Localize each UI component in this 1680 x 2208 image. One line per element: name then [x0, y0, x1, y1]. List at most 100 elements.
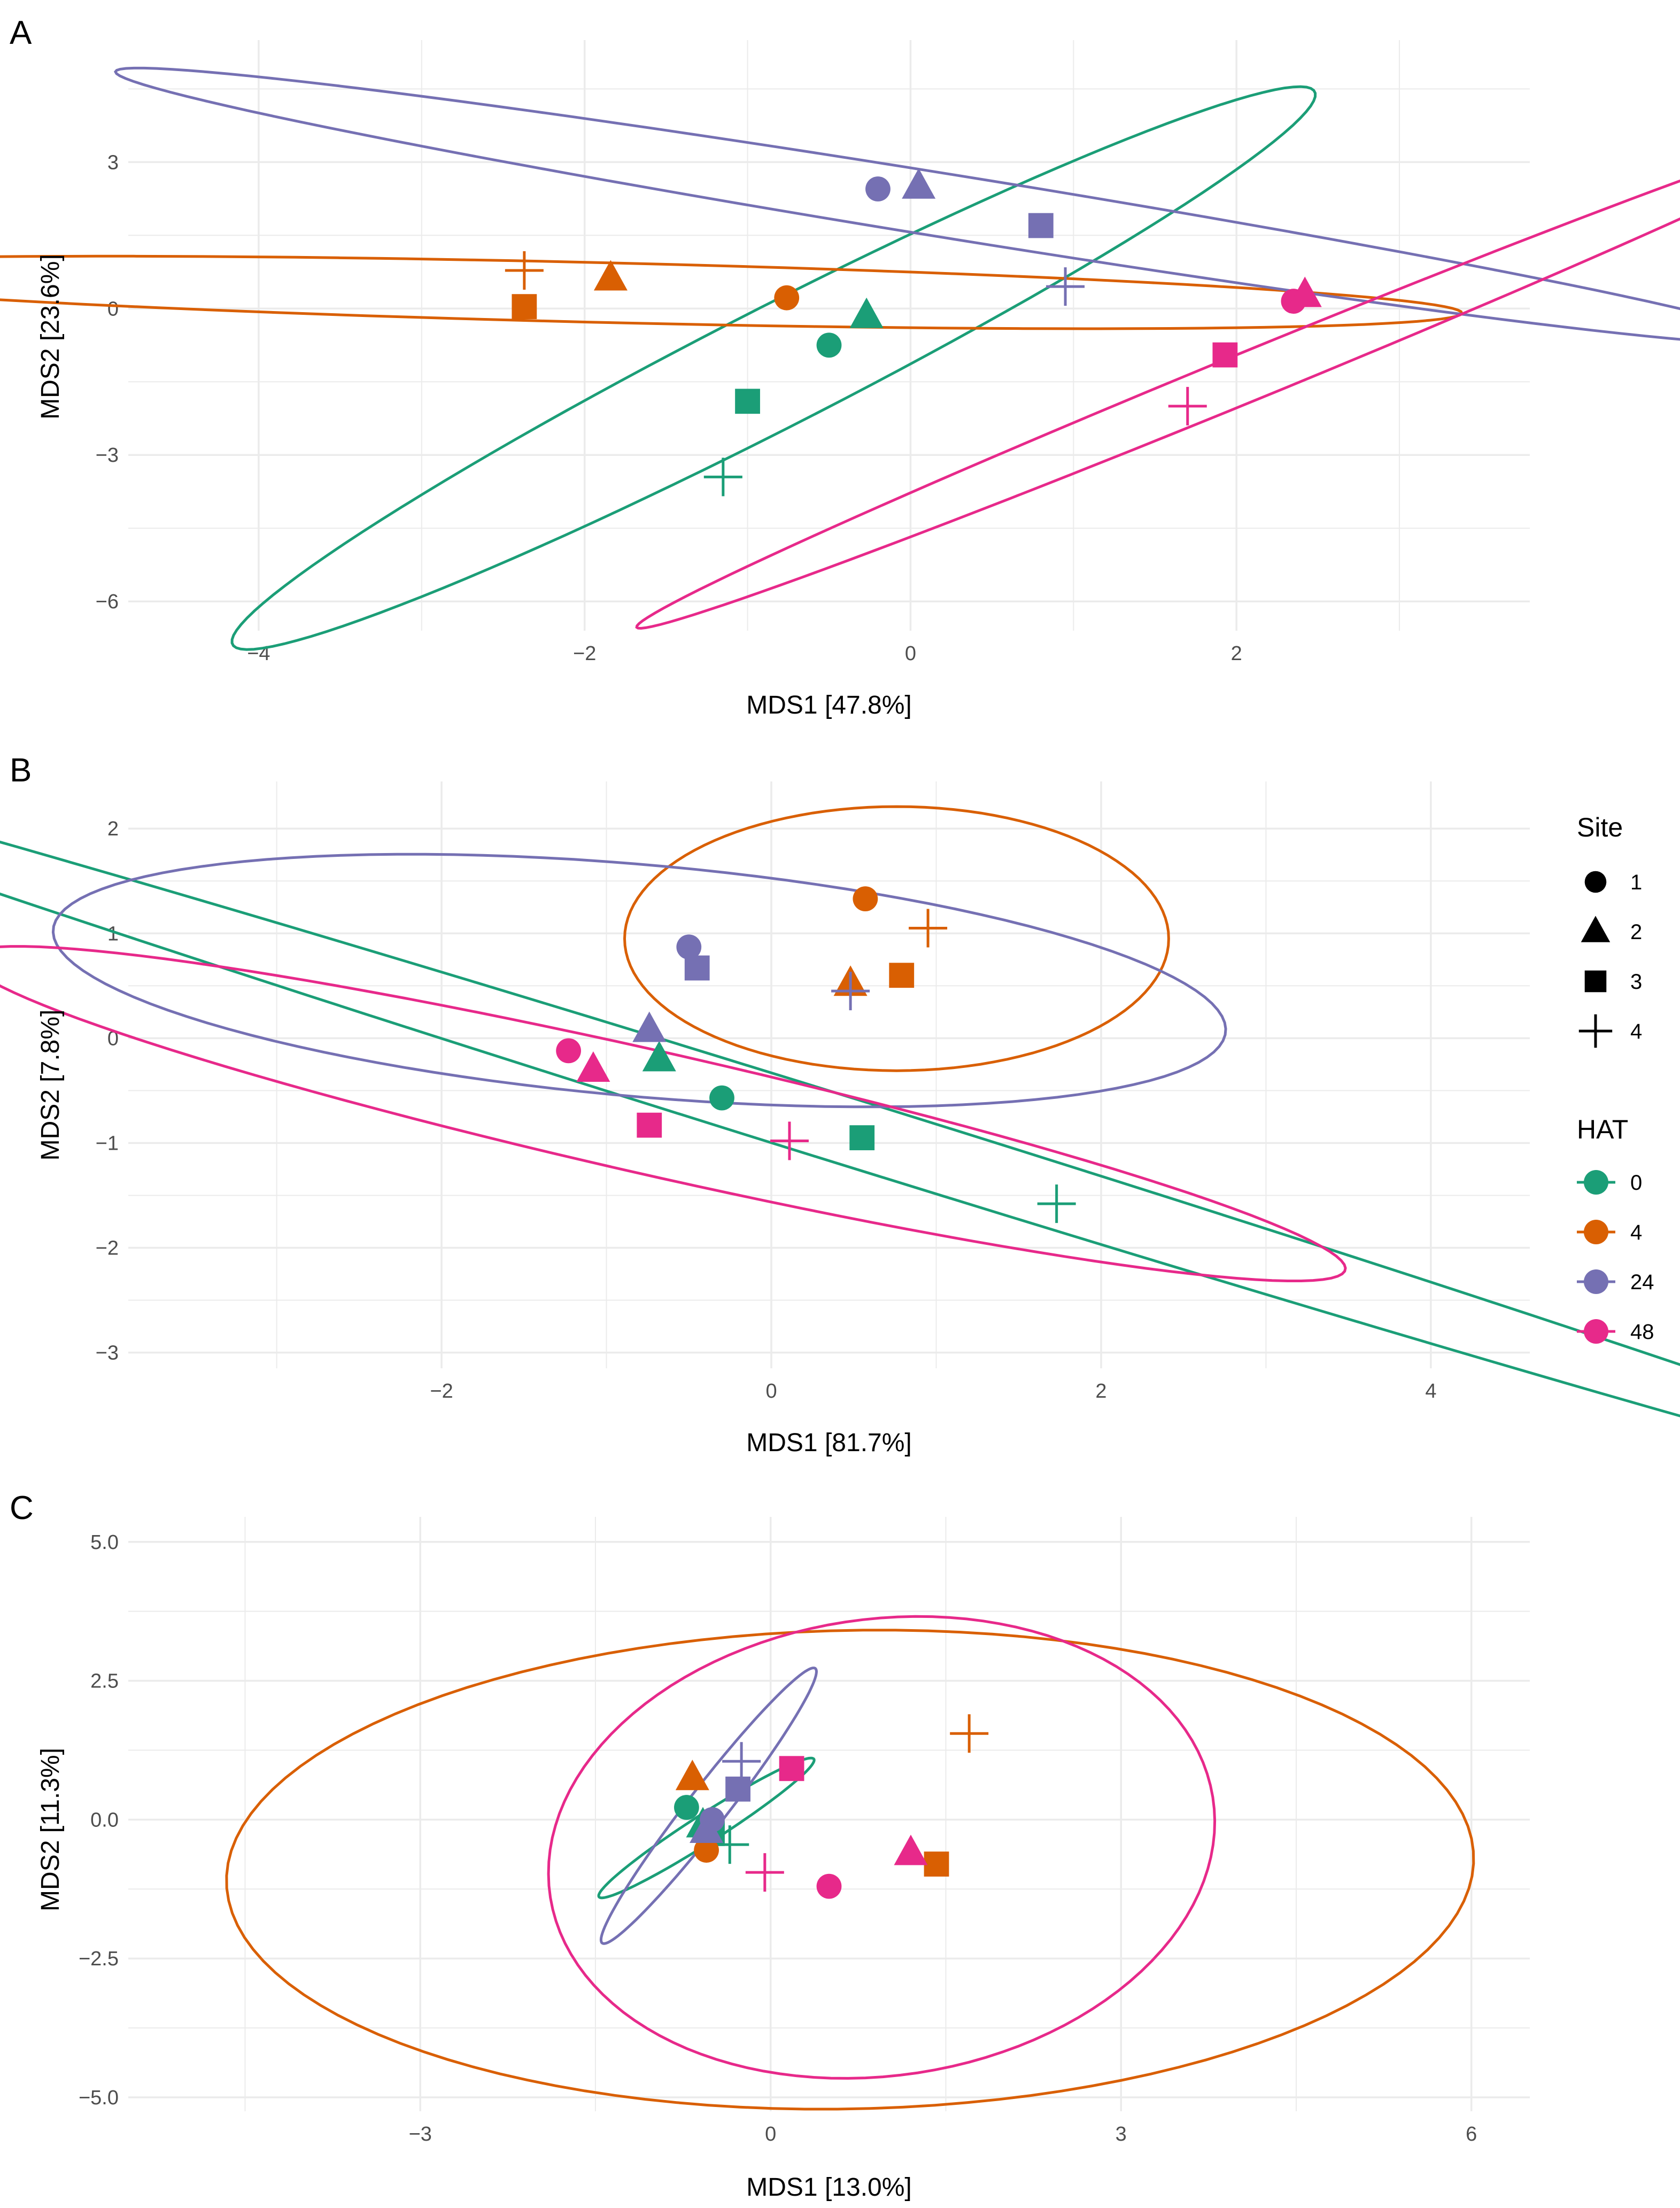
point-site4-hat48 — [1168, 386, 1207, 425]
y-tick-label: 2.5 — [90, 1670, 119, 1693]
point-site1-hat48 — [816, 1873, 842, 1899]
panel-b-label: B — [10, 752, 32, 789]
panel-c-points — [674, 1714, 989, 1899]
legend-hat-key-4 — [1584, 1220, 1608, 1244]
panel-a-ellipses — [0, 66, 1680, 651]
legend-hat-label: 4 — [1630, 1221, 1642, 1244]
x-tick-label: 4 — [1425, 1380, 1436, 1403]
y-tick-label: 0 — [107, 298, 119, 320]
y-tick-label: 0.0 — [90, 1809, 119, 1831]
legend-hat-key-0 — [1584, 1170, 1608, 1195]
x-tick-label: 6 — [1466, 2123, 1477, 2145]
point-site2-hat24 — [632, 1011, 667, 1042]
panel-c-x-ticks: −3 0 3 6 — [409, 2123, 1477, 2145]
legend-hat-label: 0 — [1630, 1171, 1642, 1195]
legend-hat-label: 48 — [1630, 1320, 1654, 1344]
ellipse-hat-0 — [0, 840, 1680, 1417]
point-site1-hat24 — [676, 934, 702, 960]
y-tick-label: −3 — [96, 1342, 119, 1365]
point-site4-hat4 — [909, 909, 948, 948]
legend-hat-key-48 — [1584, 1319, 1608, 1344]
ellipse-hat-24 — [113, 66, 1680, 341]
point-site4-hat48 — [745, 1853, 784, 1892]
panel-b-points — [556, 886, 1076, 1223]
point-site2-hat0 — [642, 1041, 676, 1072]
y-tick-label: 1 — [107, 923, 119, 945]
legend-site-items: 1 2 3 4 — [1578, 871, 1642, 1048]
legend-site-label: 2 — [1630, 920, 1642, 944]
point-site3-hat4 — [924, 1851, 949, 1877]
y-tick-label: −2.5 — [79, 1948, 119, 1970]
ellipse-hat-48 — [635, 179, 1680, 630]
legend: Site 1 2 3 4 HAT 0 4 24 48 — [1577, 812, 1654, 1344]
legend-site-label: 1 — [1630, 871, 1642, 894]
ellipse-hat-24 — [599, 1667, 818, 1945]
panel-c-x-title: MDS1 [13.0%] — [746, 2173, 911, 2202]
x-tick-label: −2 — [573, 642, 596, 665]
point-site1-hat24 — [865, 176, 891, 202]
legend-site-key-1 — [1584, 871, 1607, 893]
point-site1-hat4 — [694, 1838, 719, 1863]
x-tick-label: 3 — [1116, 2123, 1127, 2145]
y-tick-label: −2 — [96, 1237, 119, 1260]
point-site3-hat4 — [889, 963, 915, 988]
point-site2-hat4 — [675, 1760, 709, 1791]
point-site1-hat4 — [853, 886, 878, 911]
x-tick-label: 2 — [1231, 642, 1242, 665]
point-site3-hat24 — [1028, 213, 1054, 238]
point-site1-hat0 — [816, 332, 842, 358]
legend-site-title: Site — [1577, 812, 1623, 842]
point-site4-hat24 — [722, 1742, 761, 1781]
point-site3-hat24 — [684, 955, 710, 981]
point-site4-hat0 — [1037, 1184, 1076, 1223]
panel-b-y-title: MDS2 [7.8%] — [36, 1010, 65, 1161]
x-tick-label: −3 — [409, 2123, 432, 2145]
point-site3-hat48 — [637, 1112, 662, 1138]
ellipse-hat-4 — [0, 254, 1464, 330]
point-site4-hat4 — [505, 251, 544, 290]
y-tick-label: 5.0 — [90, 1531, 119, 1554]
panel-a: A −4 −2 0 2 −6 −3 0 3 MDS1 [47.8%] MDS2 [23.6%… — [0, 14, 1680, 719]
ellipse-hat-0 — [230, 85, 1317, 651]
ellipse-hat-48 — [547, 1615, 1217, 2080]
point-site3-hat24 — [725, 1776, 750, 1802]
x-tick-label: −2 — [430, 1380, 453, 1403]
panel-c: C −3 0 3 6 −5.0 −2.5 0.0 2.5 5.0 MDS1 [13.0%] M… — [10, 1490, 1530, 2202]
x-tick-label: 2 — [1095, 1380, 1106, 1403]
ellipse-hat-24 — [51, 853, 1227, 1109]
ellipse-hat-4 — [623, 805, 1170, 1072]
point-site3-hat0 — [849, 1125, 875, 1151]
point-site4-hat48 — [770, 1121, 809, 1160]
panel-a-label: A — [10, 14, 32, 51]
y-tick-label: −5.0 — [79, 2087, 119, 2109]
x-tick-label: 0 — [765, 1380, 777, 1403]
ellipse-hat-48 — [0, 945, 1347, 1282]
point-site2-hat48 — [1288, 276, 1322, 307]
legend-site-label: 3 — [1630, 970, 1642, 994]
x-tick-label: 0 — [765, 2123, 776, 2145]
legend-hat-key-24 — [1584, 1269, 1608, 1294]
point-site1-hat0 — [709, 1085, 734, 1111]
point-site2-hat4 — [593, 260, 628, 291]
point-site4-hat24 — [831, 972, 870, 1011]
point-site4-hat0 — [703, 458, 742, 497]
point-site3-hat48 — [779, 1756, 804, 1781]
point-site4-hat24 — [1046, 267, 1085, 306]
point-site1-hat4 — [774, 285, 800, 311]
point-site2-hat24 — [690, 1812, 724, 1843]
panel-b: B −2 0 2 4 −3 −2 −1 0 1 2 MDS1 [81.7%] MDS2 [7.8… — [0, 752, 1680, 1457]
point-site3-hat4 — [512, 294, 537, 320]
legend-site-key-2 — [1581, 916, 1611, 942]
panel-b-ellipses — [0, 805, 1680, 1417]
panel-b-x-title: MDS1 [81.7%] — [746, 1429, 911, 1457]
point-site3-hat0 — [735, 389, 760, 414]
y-tick-label: 3 — [107, 151, 119, 174]
y-tick-label: −1 — [96, 1132, 119, 1155]
panel-c-y-title: MDS2 [11.3%] — [36, 1748, 65, 1911]
ellipse-hat-4 — [225, 1629, 1475, 2111]
legend-site-label: 4 — [1630, 1020, 1642, 1043]
panel-a-y-ticks: −6 −3 0 3 — [96, 151, 119, 613]
x-tick-label: −4 — [247, 642, 270, 665]
